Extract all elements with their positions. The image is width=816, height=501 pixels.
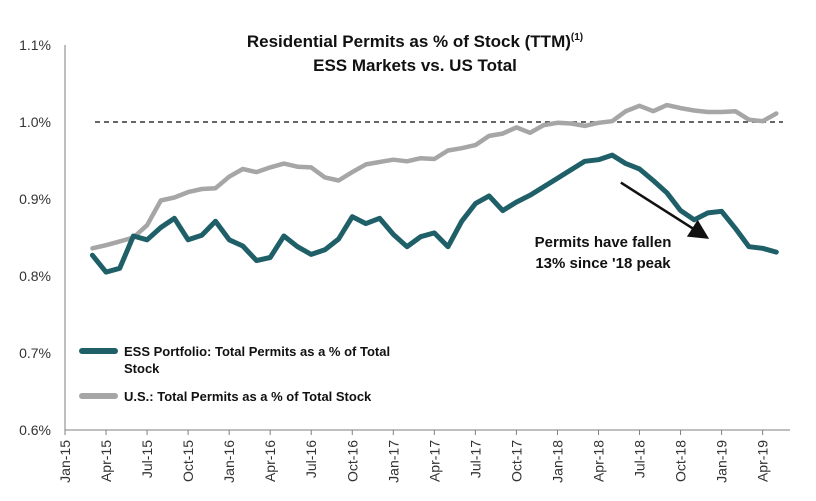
- y-tick-label: 0.8%: [19, 268, 51, 284]
- series-line-ess: [89, 152, 779, 275]
- x-tick-label: Jan-17: [385, 440, 401, 483]
- x-tick-label: Jul-17: [467, 440, 483, 478]
- x-tick-label: Jul-15: [139, 440, 155, 478]
- x-tick-label: Apr-15: [98, 440, 114, 482]
- annotation: Permits have fallen 13% since '18 peak: [535, 181, 710, 272]
- y-tick-label: 1.1%: [19, 37, 51, 53]
- x-tick-label: Apr-17: [426, 440, 442, 482]
- x-tick-label: Jan-16: [221, 440, 237, 483]
- x-tick-label: Oct-17: [508, 440, 524, 482]
- y-tick-label: 0.6%: [19, 422, 51, 438]
- series-layer: [89, 102, 779, 275]
- x-tick-label: Oct-16: [344, 440, 360, 482]
- y-tick-label: 0.9%: [19, 191, 51, 207]
- x-tick-label: Apr-16: [262, 440, 278, 482]
- annotation-line-1: Permits have fallen: [535, 234, 672, 251]
- annotation-line-2: 13% since '18 peak: [535, 255, 671, 272]
- chart-title-block: Residential Permits as % of Stock (TTM)(…: [247, 32, 583, 75]
- legend-label-ess: ESS Portfolio: Total Permits as a % of T…: [124, 344, 390, 376]
- series-line-us: [90, 102, 779, 251]
- x-tick-label: Jan-15: [57, 440, 73, 483]
- legend-label-us: U.S.: Total Permits as a % of Total Stoc…: [124, 389, 372, 404]
- x-tick-label: Jan-19: [714, 440, 730, 483]
- y-tick-label: 1.0%: [19, 114, 51, 130]
- chart-title-superscript: (1): [571, 32, 583, 43]
- x-tick-label: Jul-18: [632, 440, 648, 478]
- chart-title-text: Residential Permits as % of Stock (TTM): [247, 32, 571, 51]
- x-tick-label: Oct-18: [673, 440, 689, 482]
- x-tick-label: Jan-18: [549, 440, 565, 483]
- x-tick-label: Apr-18: [590, 440, 606, 482]
- x-axis: Jan-15 Apr-15 Jul-15 Oct-15 Jan-16 Apr-16 Jul-…: [57, 429, 790, 483]
- x-tick-label: Apr-19: [755, 440, 771, 482]
- annotation-arrow: [620, 181, 710, 239]
- chart-title: Residential Permits as % of Stock (TTM)(…: [247, 32, 583, 51]
- legend: ESS Portfolio: Total Permits as a % of T…: [79, 344, 390, 404]
- y-axis: 0.6% 0.7% 0.8% 0.9% 1.0% 1.1%: [19, 37, 66, 438]
- y-tick-label: 0.7%: [19, 345, 51, 361]
- x-tick-label: Jul-16: [303, 440, 319, 478]
- chart-subtitle: ESS Markets vs. US Total: [313, 56, 517, 75]
- x-tick-label: Oct-15: [180, 440, 196, 482]
